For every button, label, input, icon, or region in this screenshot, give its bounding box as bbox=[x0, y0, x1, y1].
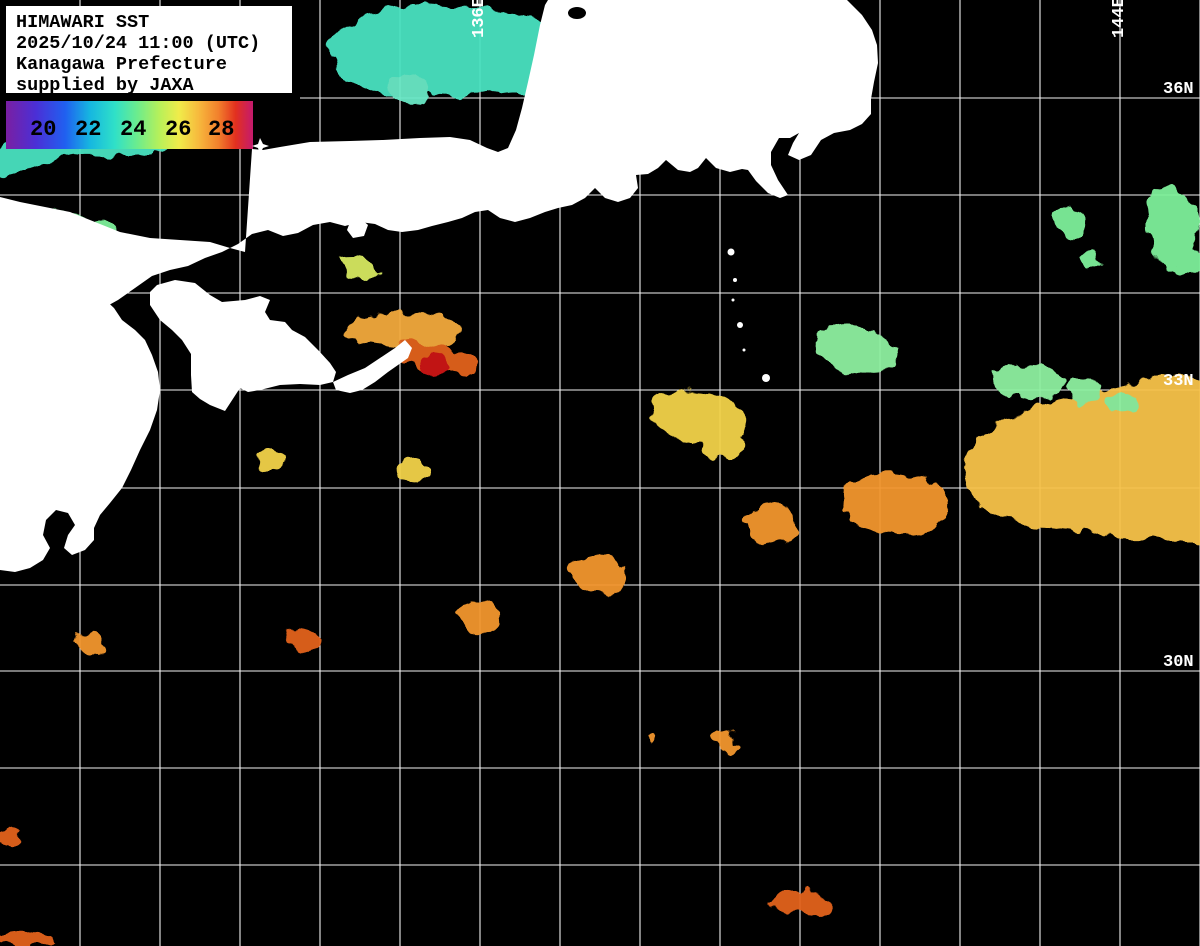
svg-text:28: 28 bbox=[208, 117, 234, 142]
svg-text:2025/10/24 11:00 (UTC): 2025/10/24 11:00 (UTC) bbox=[16, 33, 260, 54]
svg-text:supplied by JAXA: supplied by JAXA bbox=[16, 75, 195, 96]
svg-text:36N: 36N bbox=[1163, 80, 1194, 99]
svg-text:30N: 30N bbox=[1163, 653, 1194, 672]
svg-text:26: 26 bbox=[165, 117, 191, 142]
svg-text:HIMAWARI SST: HIMAWARI SST bbox=[16, 12, 149, 33]
svg-text:136E: 136E bbox=[470, 0, 489, 38]
svg-text:Kanagawa Prefecture: Kanagawa Prefecture bbox=[16, 54, 227, 75]
svg-text:144E: 144E bbox=[1110, 0, 1129, 38]
svg-text:33N: 33N bbox=[1163, 372, 1194, 391]
svg-text:22: 22 bbox=[75, 117, 101, 142]
svg-text:20: 20 bbox=[30, 117, 56, 142]
svg-text:35: 35 bbox=[20, 369, 40, 388]
svg-text:24: 24 bbox=[120, 117, 146, 142]
